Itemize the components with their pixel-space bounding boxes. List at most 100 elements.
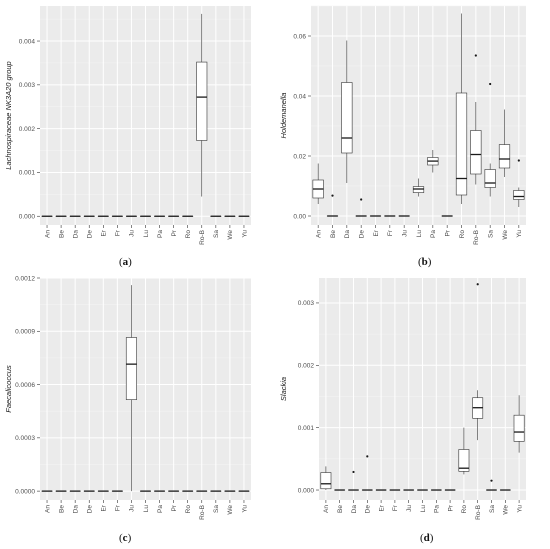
y-tick-label: 0.0012 — [15, 275, 35, 282]
x-tick-label: Ju — [129, 505, 136, 512]
y-tick-label: 0.001 — [298, 425, 315, 432]
box-Lu — [412, 178, 425, 197]
box-De — [355, 198, 367, 217]
outlier-point — [476, 283, 479, 286]
x-tick-label: Yu — [241, 505, 248, 513]
box-body — [484, 169, 496, 188]
x-tick-label: Pr — [171, 504, 178, 511]
x-tick-label: Ju — [406, 505, 413, 512]
panel-label-c: (c) — [119, 532, 132, 544]
x-tick-label: We — [227, 505, 234, 515]
box-An — [312, 163, 324, 204]
x-tick-label: De — [358, 230, 365, 239]
x-tick-label: Ro — [461, 505, 468, 514]
x-tick-label: Lu — [143, 505, 150, 513]
x-tick-label: Er — [101, 229, 108, 236]
chart-b-svg: 0.00 0.02 0.04 0.06 An Be Da De Er Fr Ju Lu Pa Pr Ro Ro… — [279, 5, 526, 245]
x-tick-label: Ro-B — [199, 505, 206, 520]
box-An — [320, 466, 332, 491]
x-tick-label: Fr — [392, 504, 399, 511]
box-body — [513, 190, 525, 200]
outlier-point — [366, 455, 369, 458]
box-Yu — [513, 159, 525, 207]
x-tick-label: Ju — [401, 230, 408, 237]
box-Da — [341, 40, 353, 183]
box-body — [341, 82, 353, 154]
x-tick-label: Lu — [143, 230, 150, 238]
y-axis-label: Lachnospiraceae NK3A20 group — [4, 61, 13, 169]
x-tick-label: Ro — [459, 230, 466, 239]
x-tick-label: Ju — [129, 230, 136, 237]
y-tick-label: 0.003 — [298, 300, 315, 307]
x-tick-label: Be — [58, 230, 65, 238]
y-tick-label: 0.001 — [19, 170, 36, 177]
box-body — [125, 337, 137, 400]
x-tick-label: Fr — [115, 229, 122, 236]
y-tick-label: 0.0006 — [15, 382, 35, 389]
outlier-point — [360, 198, 363, 201]
x-tick-label: Sa — [213, 230, 220, 238]
x-tick-label: An — [44, 505, 51, 513]
box-body — [470, 130, 482, 175]
panel-label-d: (d) — [420, 532, 434, 544]
x-tick-label: We — [502, 230, 509, 240]
x-tick-label: Yu — [241, 230, 248, 238]
x-tick-label: We — [227, 230, 234, 240]
x-tick-label: Er — [101, 504, 108, 511]
x-tick-label: Pr — [447, 504, 454, 511]
x-tick-label: We — [503, 505, 510, 515]
box-body — [498, 144, 511, 169]
x-tick-label: Ro — [185, 505, 192, 514]
y-tick-label: 0.02 — [293, 153, 306, 160]
y-tick-label: 0.004 — [19, 38, 36, 45]
box-body — [320, 472, 332, 490]
box-Sa — [486, 479, 497, 491]
x-tick-label: Be — [330, 230, 337, 238]
box-Ro — [455, 13, 468, 204]
y-tick-label: 0.0000 — [15, 488, 35, 495]
box-Sa — [484, 82, 496, 197]
box-Yu — [513, 395, 525, 453]
box-body — [455, 92, 468, 196]
x-tick-label: Lu — [420, 505, 427, 513]
x-tick-label: Be — [58, 505, 65, 513]
x-tick-label: De — [365, 505, 372, 514]
outlier-point — [331, 194, 334, 197]
x-tick-label: Sa — [489, 505, 496, 513]
y-tick-label: 0.00 — [293, 213, 306, 220]
box-Ro — [458, 427, 470, 475]
box-Ro-B — [196, 13, 208, 197]
x-tick-label: An — [323, 505, 330, 513]
x-tick-label: Pr — [171, 229, 178, 236]
box-Da — [348, 470, 359, 491]
x-tick-label: Ro — [185, 230, 192, 239]
x-tick-label: Fr — [115, 504, 122, 511]
y-tick-label: 0.002 — [298, 363, 315, 370]
box-Ro-B — [470, 54, 482, 185]
y-axis-label: Holdemanella — [279, 93, 288, 139]
x-tick-label: De — [87, 230, 94, 239]
x-tick-label: Sa — [487, 230, 494, 238]
x-tick-label: Pa — [430, 230, 437, 238]
y-tick-label: 0.000 — [298, 487, 315, 494]
x-tick-label: Be — [337, 505, 344, 513]
chart-panel-c: 0.0000 0.0003 0.0006 0.0009 0.0012 An Be Da De Er… — [0, 275, 275, 523]
chart-panel-d: 0.000 0.001 0.002 0.003 An Be Da De Er Fr Ju Lu Pa Pr… — [275, 278, 550, 523]
box-We — [498, 109, 511, 177]
x-tick-label: Pr — [444, 229, 451, 236]
outlier-point — [489, 82, 492, 86]
x-tick-label: Pa — [434, 505, 441, 513]
x-tick-label: Ro-B — [199, 230, 206, 245]
x-tick-label: Da — [72, 505, 79, 514]
x-tick-label: Ro-B — [475, 505, 482, 520]
x-tick-label: An — [315, 230, 322, 238]
x-tick-label: Yu — [516, 505, 523, 513]
chart-panel-b: 0.00 0.02 0.04 0.06 An Be Da De Er Fr Ju Lu Pa Pr Ro Ro… — [275, 0, 550, 245]
y-axis-label: Faecalicoccus — [4, 365, 13, 413]
box-body — [513, 414, 525, 442]
x-tick-label: Da — [72, 230, 79, 239]
box-Pa — [427, 150, 439, 173]
x-tick-label: Da — [344, 230, 351, 239]
box-Ro-B — [472, 283, 484, 441]
box-De — [361, 455, 373, 491]
